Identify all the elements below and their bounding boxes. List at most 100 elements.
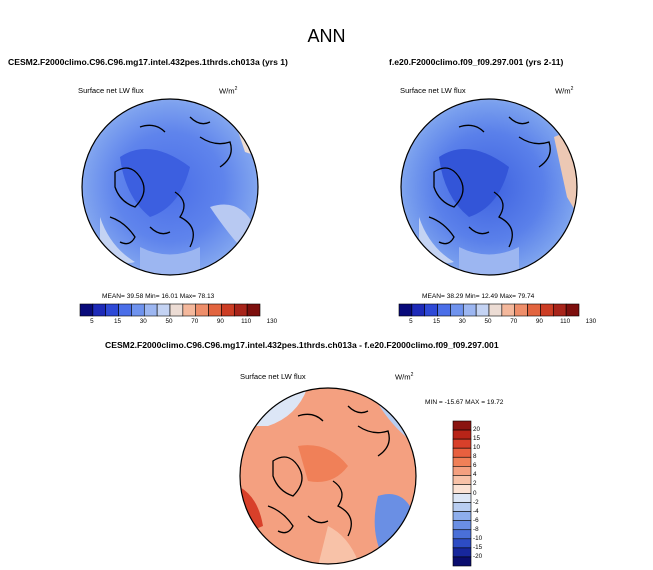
colorbar-swatch [540, 303, 554, 317]
panel3-difference-map [239, 387, 417, 565]
colorbar-swatch [169, 303, 184, 317]
colorbar-swatch [462, 303, 477, 317]
colorbar-swatch [452, 466, 472, 476]
panel3-stats: MIN = -15.67 MAX = 19.72 [425, 399, 504, 406]
colorbar-swatch [452, 484, 472, 494]
colorbar-swatch [195, 303, 209, 317]
colorbar-swatch [221, 303, 235, 317]
colorbar-swatch [131, 303, 145, 317]
coastlines [109, 116, 232, 248]
colorbar-tick-label: -4 [473, 507, 479, 515]
colorbar-tick-label: -8 [473, 525, 479, 533]
colorbar-swatch [156, 303, 171, 317]
colorbar-swatch [452, 420, 472, 431]
light-patch [401, 99, 419, 137]
colorbar-tick-label: 15 [433, 318, 441, 325]
colorbar-swatch [450, 303, 464, 317]
panel2-colorbar-labels: 5 15 30 50 70 90 110 130 [399, 318, 596, 328]
colorbar-swatch [452, 438, 472, 449]
panel3-case-title: CESM2.F2000climo.C96.C96.mg17.intel.432p… [105, 340, 499, 350]
panel3-colorbar-labels: 20 15 10 8 6 4 2 0 -2 -4 -6 -8 -10 -15 -20 [473, 421, 493, 566]
colorbar-swatch [105, 303, 119, 317]
colorbar-tick-label: 110 [241, 318, 252, 325]
panel2-variable-label: Surface net LW flux [400, 86, 466, 95]
panel1-colorbar [79, 303, 261, 317]
colorbar-swatch [452, 475, 472, 485]
colorbar-swatch [411, 303, 426, 317]
colorbar-tick-label: 90 [216, 318, 224, 325]
colorbar-swatch [452, 511, 472, 521]
panel1-stats: MEAN= 39.58 Min= 16.01 Max= 78.13 [102, 293, 215, 300]
colorbar-swatch [398, 303, 413, 317]
panel1-colorbar-labels: 5 15 30 50 70 90 110 130 [80, 318, 277, 328]
colorbar-swatch [452, 547, 472, 558]
colorbar-tick-label: -10 [473, 534, 483, 542]
colorbar-swatch [182, 303, 197, 317]
colorbar-swatch [452, 429, 472, 440]
panel2-units: W/m2 [555, 86, 574, 96]
colorbar-tick-label: 6 [473, 462, 477, 470]
colorbar-swatch [437, 303, 451, 317]
colorbar-tick-label: 2 [473, 480, 477, 488]
colorbar-swatch [488, 303, 503, 317]
panel3-units: W/m2 [395, 372, 414, 382]
panel1-polar-map [81, 98, 259, 276]
colorbar-swatch [527, 303, 541, 317]
colorbar-tick-label: 30 [139, 318, 147, 325]
colorbar-tick-label: 90 [535, 318, 543, 325]
colorbar-tick-label: 5 [409, 318, 413, 325]
panel2-colorbar [398, 303, 580, 317]
colorbar-swatch [452, 520, 472, 531]
colorbar-tick-label: -6 [473, 516, 479, 524]
colorbar-tick-label: 5 [90, 318, 94, 325]
colorbar-swatch [233, 303, 248, 317]
colorbar-swatch [424, 303, 438, 317]
panel1-case-title: CESM2.F2000climo.C96.C96.mg17.intel.432p… [8, 57, 288, 67]
warm-core-2 [298, 445, 348, 482]
light-patch [82, 99, 100, 137]
colorbar-swatch [552, 303, 567, 317]
colorbar-tick-label: 70 [191, 318, 199, 325]
colorbar-tick-label: 15 [473, 435, 481, 443]
colorbar-swatch [452, 556, 472, 567]
colorbar-tick-label: 110 [560, 318, 571, 325]
colorbar-tick-label: 20 [473, 426, 481, 434]
light-band [140, 247, 200, 275]
colorbar-swatch [143, 303, 158, 317]
colorbar-tick-label: 50 [165, 318, 173, 325]
colorbar-tick-label: 50 [484, 318, 492, 325]
colorbar-tick-label: 130 [585, 318, 597, 325]
colorbar-tick-label: 0 [473, 489, 477, 497]
colorbar-swatch [565, 303, 580, 317]
colorbar-swatch [452, 493, 472, 503]
colorbar-swatch [79, 303, 94, 317]
deep-core [439, 149, 509, 217]
colorbar-tick-label: 30 [458, 318, 466, 325]
colorbar-swatch [452, 538, 472, 549]
coastlines [267, 405, 390, 537]
colorbar-tick-label: -15 [473, 543, 483, 551]
colorbar-swatch [118, 303, 132, 317]
pale-patch [318, 526, 358, 564]
colorbar-tick-label: 8 [473, 453, 477, 461]
colorbar-swatch [475, 303, 490, 317]
colorbar-tick-label: 130 [266, 318, 278, 325]
panel2-stats: MEAN= 38.29 Min= 12.49 Max= 79.74 [422, 293, 535, 300]
colorbar-swatch [452, 529, 472, 540]
colorbar-swatch [246, 303, 261, 317]
colorbar-swatch [452, 502, 472, 512]
colorbar-swatch [452, 447, 472, 458]
colorbar-swatch [452, 456, 472, 467]
colorbar-swatch [208, 303, 222, 317]
panel2-polar-map [400, 98, 578, 276]
deep-core [120, 149, 190, 217]
panel1-variable-label: Surface net LW flux [78, 86, 144, 95]
colorbar-tick-label: 15 [114, 318, 122, 325]
colorbar-tick-label: 4 [473, 471, 477, 479]
panel3-variable-label: Surface net LW flux [240, 372, 306, 381]
panel1-units: W/m2 [219, 86, 238, 96]
colorbar-tick-label: 70 [510, 318, 518, 325]
panel2-case-title: f.e20.F2000climo.f09_f09.297.001 (yrs 2-… [389, 57, 564, 67]
colorbar-tick-label: -2 [473, 498, 479, 506]
colorbar-swatch [501, 303, 516, 317]
